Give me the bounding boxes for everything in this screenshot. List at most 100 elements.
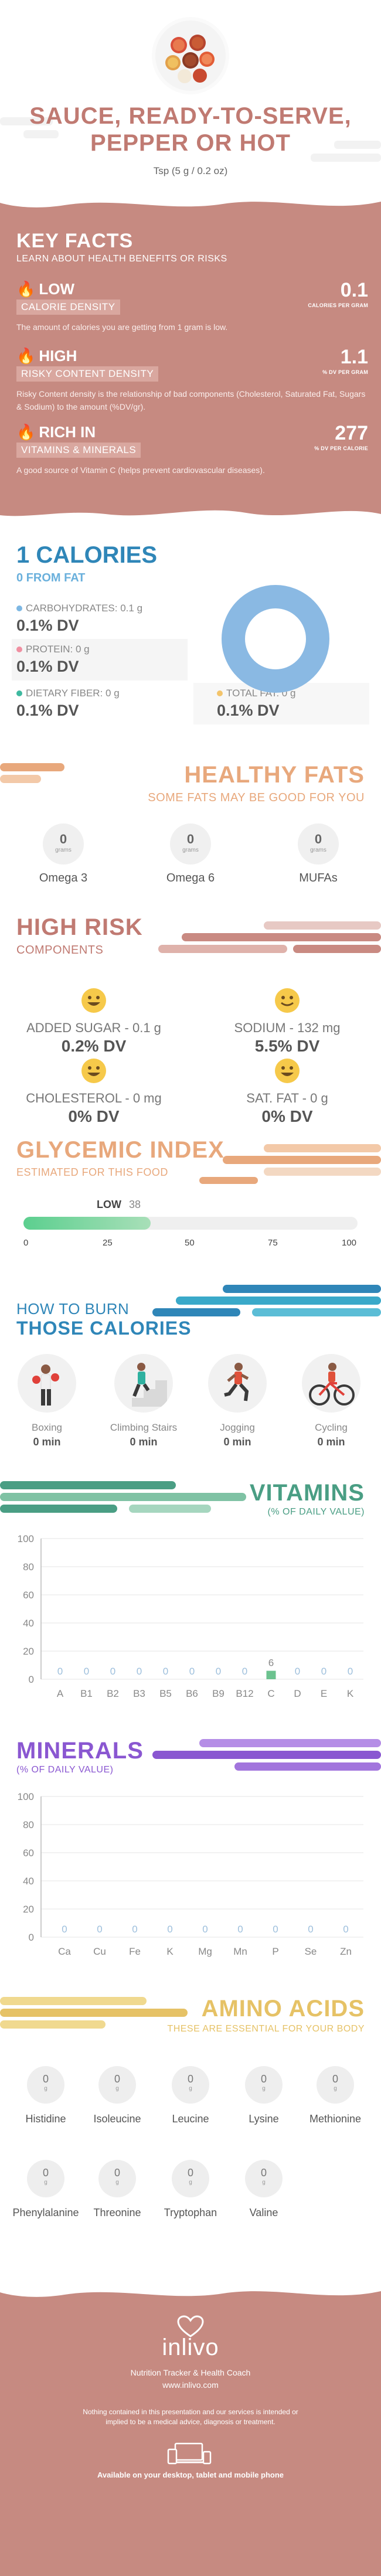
risk-added-sugar: ADDED SUGAR - 0.1 g 0.2% DV <box>6 988 182 1056</box>
amino-name: Threonine <box>93 2207 141 2218</box>
decor-stripes <box>152 1739 381 1771</box>
amino-name: Leucine <box>172 2113 209 2125</box>
fact-level: RICH IN <box>39 423 96 441</box>
risk-label: SODIUM - 132 mg <box>234 1020 341 1035</box>
fact-value: 0.1 <box>340 279 368 301</box>
nutrient-label: DIETARY FIBER: 0 g <box>26 688 120 699</box>
amino-isoleucine: 0 g Isoleucine <box>82 2066 152 2125</box>
risk-dv: 0% DV <box>68 1107 120 1125</box>
glycemic-subtitle: ESTIMATED FOR THIS FOOD <box>16 1166 168 1178</box>
vitamins-section: VITAMINS (% OF DAILY VALUE) 0 20 40 60 80 100… <box>0 1468 381 1726</box>
decor-stripes <box>158 921 381 953</box>
mineral-category-label: Ca <box>58 1946 71 1957</box>
jogging-icon <box>208 1354 267 1413</box>
vitamins-title: VITAMINS <box>249 1480 365 1506</box>
mineral-category-label: K <box>166 1946 174 1957</box>
legend-dot <box>16 646 22 652</box>
nutrient-carbohydrates: CARBOHYDRATES: 0.1 g 0.1% DV <box>16 598 192 639</box>
amino-histidine: 0 g Histidine <box>11 2066 81 2125</box>
mineral-ytick-label: 20 <box>23 1904 34 1915</box>
minerals-subtitle: (% OF DAILY VALUE) <box>16 1765 114 1775</box>
minerals-bar-chart: 0 20 40 60 80 100 0 Ca 0 Cu 0 Fe 0 K 0 Mg 0 Mn 0 P 0 Se 0 Zn <box>18 1791 363 1957</box>
mineral-ytick-label: 40 <box>23 1876 34 1887</box>
amino-value: 0 <box>114 2167 120 2179</box>
boxing-icon <box>18 1354 76 1413</box>
mineral-value-label: 0 <box>343 1924 348 1935</box>
amino-name: Histidine <box>25 2113 66 2125</box>
mufas-label: MUFAs <box>299 872 338 884</box>
brand-url[interactable]: www.inlivo.com <box>162 2380 219 2390</box>
amino-name: Methionine <box>309 2113 362 2125</box>
vitamin-category-label: D <box>294 1688 301 1699</box>
vitamin-value-label: 0 <box>321 1666 326 1677</box>
omega3-value: 0 grams <box>43 823 84 865</box>
activity-name: Jogging <box>220 1422 255 1433</box>
decor-stripes <box>152 1285 381 1316</box>
vitamin-value-label: 6 <box>268 1658 274 1669</box>
risk-label: SAT. FAT - 0 g <box>246 1091 328 1105</box>
mineral-ytick-label: 0 <box>29 1932 34 1943</box>
mineral-category-label: Fe <box>129 1946 141 1957</box>
vitamin-ytick-label: 60 <box>23 1590 34 1601</box>
amino-name: Phenylalanine <box>12 2207 79 2218</box>
decor-stripe <box>334 141 381 149</box>
fact-unit: CALORIES PER GRAM <box>308 302 368 308</box>
amino-name: Valine <box>249 2207 278 2218</box>
glycemic-tick: 25 <box>103 1238 113 1248</box>
fat-grams: 0 <box>186 832 195 846</box>
vitamin-value-label: 0 <box>295 1666 300 1677</box>
fat-grams: 0 <box>59 832 67 846</box>
vitamins-subtitle: (% OF DAILY VALUE) <box>267 1507 365 1517</box>
amino-lysine: 0 g Lysine <box>229 2066 299 2125</box>
activity-boxing: Boxing 0 min <box>6 1354 88 1448</box>
amino-unit: g <box>44 2085 47 2092</box>
activity-cycling: Cycling 0 min <box>290 1354 372 1448</box>
mineral-category-label: Cu <box>93 1946 106 1957</box>
mineral-value-label: 0 <box>237 1924 243 1935</box>
fact-value: 277 <box>335 422 368 444</box>
activity-climbing-stairs: Climbing Stairs 0 min <box>103 1354 185 1448</box>
happy-face-icon <box>81 1059 106 1083</box>
calories-title: 1 CALORIES <box>16 542 158 568</box>
mineral-ytick-label: 80 <box>23 1819 34 1830</box>
fact-unit: % DV PER GRAM <box>322 369 368 375</box>
decor-stripes <box>0 1481 246 1513</box>
title-line-2: PEPPER OR HOT <box>90 130 291 156</box>
high-risk-section: HIGH RISK COMPONENTS ADDED SUGAR - 0.1 g… <box>0 908 381 1125</box>
amino-unit: g <box>44 2179 47 2186</box>
vitamin-value-label: 0 <box>110 1666 115 1677</box>
vitamin-value-label: 0 <box>57 1666 63 1677</box>
mufas-value: 0 grams <box>298 823 339 865</box>
healthy-fats-subtitle: SOME FATS MAY BE GOOD FOR YOU <box>148 791 365 804</box>
footer-section: inlivo Nutrition Tracker & Health Coach … <box>0 2283 381 2576</box>
glycemic-tick: 0 <box>23 1238 29 1248</box>
vitamin-category-label: B3 <box>133 1688 145 1699</box>
vitamin-value-label: 0 <box>216 1666 221 1677</box>
decor-stripes <box>0 1997 188 2029</box>
mineral-category-label: Mg <box>198 1946 212 1957</box>
decor-stripe <box>23 130 59 138</box>
amino-unit: g <box>115 2085 119 2092</box>
fact-label: VITAMINS & MINERALS <box>16 443 141 458</box>
mineral-category-label: Mn <box>233 1946 247 1957</box>
calories-section: 1 CALORIES 0 FROM FAT CARBOHYDRATES: 0.1… <box>0 525 381 747</box>
mineral-value-label: 0 <box>167 1924 172 1935</box>
decor-stripe <box>0 117 53 125</box>
amino-methionine: 0 g Methionine <box>300 2066 370 2125</box>
mineral-value-label: 0 <box>62 1924 67 1935</box>
mineral-category-label: Zn <box>340 1946 352 1957</box>
vitamin-ytick-label: 80 <box>23 1561 34 1573</box>
nutrient-dv: 0.1% DV <box>16 617 79 634</box>
availability-note: Available on your desktop, tablet and mo… <box>97 2470 284 2479</box>
vitamin-category-label: B9 <box>212 1688 224 1699</box>
amino-phenylalanine: 0 g Phenylalanine <box>11 2160 81 2219</box>
nutrient-label: CARBOHYDRATES: 0.1 g <box>26 603 143 614</box>
calories-from-fat: 0 FROM FAT <box>16 571 86 584</box>
amino-value: 0 <box>260 2167 267 2179</box>
omega3-label: Omega 3 <box>39 872 88 884</box>
nutrient-label: PROTEIN: 0 g <box>26 644 90 655</box>
page-title: SAUCE, READY-TO-SERVE, PEPPER OR HOT <box>0 103 381 156</box>
amino-unit: g <box>334 2085 337 2092</box>
fact-unit: % DV PER CALORIE <box>314 445 368 451</box>
mineral-ytick-label: 100 <box>18 1791 34 1802</box>
